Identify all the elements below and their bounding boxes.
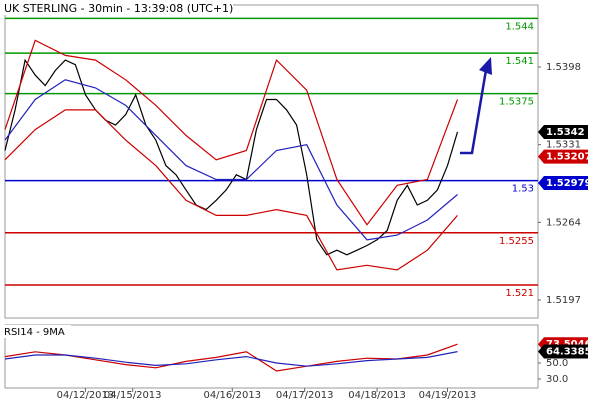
price-marker-label: 1.52979	[546, 178, 590, 189]
price-marker-box	[538, 344, 588, 359]
x-tick-label: 04/16/2013	[203, 390, 261, 400]
level-label: 1.53	[512, 184, 534, 195]
y-tick-label: 50.0	[546, 358, 568, 369]
level-label: 1.5255	[499, 236, 534, 247]
price-marker-box	[538, 149, 588, 164]
x-tick-label: 04/15/2013	[104, 390, 162, 400]
series-line	[4, 39, 459, 226]
main-panel	[4, 4, 539, 319]
level-label: 1.5375	[499, 97, 534, 108]
y-tick-label: 1.5264	[546, 217, 581, 228]
chart-title: UK STERLING - 30min - 13:39:08 (UTC+1)	[4, 2, 233, 15]
level-label: 1.541	[505, 56, 534, 67]
series-line	[4, 343, 458, 372]
plot-layer: 1.5398 1.5331 1.5264 1.5197 04/12/201304/15/…	[4, 17, 581, 400]
title-bg	[1, 2, 233, 15]
x-tick-label: 04/18/2013	[348, 390, 406, 400]
series-line	[4, 109, 458, 271]
y-tick-label: 1.5197	[546, 295, 581, 306]
rsi-title-bg	[1, 325, 71, 338]
series-line	[4, 58, 459, 256]
level-label: 1.521	[505, 288, 534, 299]
level-label: 1.544	[505, 21, 534, 32]
price-marker-label: 1.53207	[546, 152, 590, 163]
x-tick-label: 04/19/2013	[419, 390, 477, 400]
price-marker-box	[538, 124, 588, 139]
rsi-title: RSI14 - 9MA	[4, 327, 65, 338]
series-line	[4, 79, 458, 241]
y-tick-label: 1.5331	[546, 140, 581, 151]
rsi-panel	[4, 324, 539, 389]
y-tick-label: 1.5398	[546, 62, 581, 73]
y-tick-label: 30.0	[546, 374, 568, 385]
series-line	[4, 351, 458, 367]
price-marker-label: 64.3385	[546, 347, 590, 358]
price-marker-box	[538, 176, 588, 191]
x-tick-label: 04/12/2013	[57, 390, 115, 400]
x-tick-label: 04/17/2013	[276, 390, 334, 400]
arrow-head	[479, 57, 492, 75]
price-marker-label: 1.5342	[546, 127, 585, 138]
arrow	[460, 69, 488, 155]
